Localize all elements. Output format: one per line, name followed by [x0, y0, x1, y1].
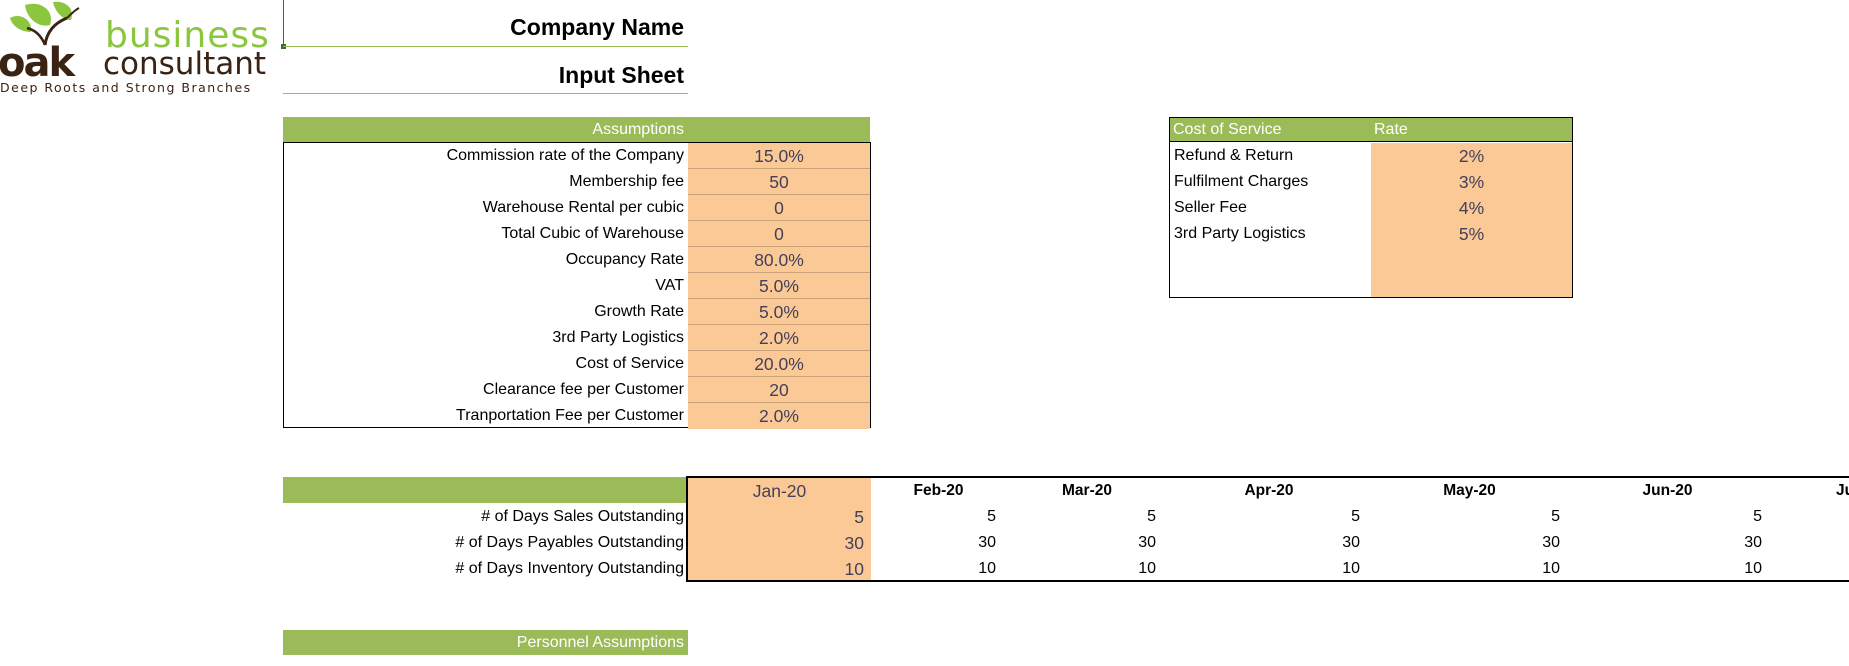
- assumption-value-input[interactable]: 2.0%: [688, 403, 870, 429]
- working-capital-value[interactable]: 10: [1138, 560, 1156, 577]
- company-logo: business oak consultant Deep Roots and S…: [0, 0, 285, 95]
- assumption-value-input[interactable]: 50: [688, 169, 870, 195]
- working-capital-value[interactable]: 5: [1551, 508, 1560, 525]
- company-name[interactable]: Company Name: [510, 14, 684, 40]
- cost-of-service-label[interactable]: 3rd Party Logistics: [1174, 225, 1306, 242]
- assumption-label[interactable]: Cost of Service: [575, 355, 684, 372]
- assumption-label[interactable]: Growth Rate: [594, 303, 684, 320]
- leaf-icon: [10, 1, 80, 46]
- working-capital-value[interactable]: 30: [1138, 534, 1156, 551]
- cost-of-service-label[interactable]: Seller Fee: [1174, 199, 1247, 216]
- assumptions-header-bar: Assumptions: [283, 117, 870, 142]
- cost-of-service-rate-input[interactable]: 3%: [1371, 169, 1572, 195]
- working-capital-header-bar: [283, 477, 688, 503]
- assumption-value-input[interactable]: 0: [688, 195, 870, 221]
- assumption-value-input[interactable]: 20: [688, 377, 870, 403]
- month-header[interactable]: Apr-20: [1244, 482, 1294, 499]
- header-divider: [283, 93, 688, 94]
- assumption-value-input[interactable]: 5.0%: [688, 299, 870, 325]
- working-capital-label[interactable]: # of Days Payables Outstanding: [455, 534, 684, 551]
- assumption-label[interactable]: Clearance fee per Customer: [483, 381, 684, 398]
- cost-of-service-rate-input[interactable]: 2%: [1371, 143, 1572, 169]
- working-capital-value[interactable]: 10: [1342, 560, 1360, 577]
- working-capital-value[interactable]: 10: [1744, 560, 1762, 577]
- working-capital-value[interactable]: 5: [1147, 508, 1156, 525]
- sheet-title[interactable]: Input Sheet: [558, 62, 684, 88]
- logo-word-oak: oak: [0, 40, 75, 86]
- working-capital-value[interactable]: 10: [978, 560, 996, 577]
- working-capital-value[interactable]: 5: [987, 508, 996, 525]
- assumption-label[interactable]: Commission rate of the Company: [446, 147, 684, 164]
- working-capital-value[interactable]: 5: [1351, 508, 1360, 525]
- working-capital-value[interactable]: 30: [1342, 534, 1360, 551]
- assumption-label[interactable]: Total Cubic of Warehouse: [501, 225, 684, 242]
- logo-tagline: Deep Roots and Strong Branches: [0, 80, 252, 95]
- personnel-header-bar: Personnel Assumptions: [283, 630, 688, 655]
- month-header[interactable]: May-20: [1443, 482, 1496, 499]
- logo-word-consultant: consultant: [103, 46, 267, 82]
- cost-of-service-label[interactable]: Refund & Return: [1174, 147, 1294, 164]
- cost-of-service-col-label[interactable]: Cost of Service: [1173, 121, 1282, 138]
- working-capital-input[interactable]: 5: [854, 507, 864, 527]
- assumption-value-input[interactable]: 5.0%: [688, 273, 870, 299]
- assumption-label[interactable]: Occupancy Rate: [565, 251, 684, 268]
- assumption-label[interactable]: VAT: [655, 277, 684, 294]
- cost-of-service-table: Cost of Service Rate Refund & Return 2% Fu…: [1169, 117, 1573, 298]
- assumption-value-input[interactable]: 20.0%: [688, 351, 870, 377]
- working-capital-value[interactable]: 30: [978, 534, 996, 551]
- working-capital-value[interactable]: 5: [1753, 508, 1762, 525]
- assumption-label[interactable]: Tranportation Fee per Customer: [456, 407, 684, 424]
- cost-of-service-rate-input[interactable]: 5%: [1371, 221, 1572, 247]
- header-divider: [283, 46, 688, 47]
- assumption-value-input[interactable]: 15.0%: [688, 143, 870, 169]
- assumption-value-input[interactable]: 2.0%: [688, 325, 870, 351]
- cost-of-service-col-rate[interactable]: Rate: [1374, 121, 1408, 138]
- assumption-value-input[interactable]: 80.0%: [688, 247, 870, 273]
- assumption-value-input[interactable]: 0: [688, 221, 870, 247]
- month-header[interactable]: Ju: [1836, 482, 1849, 499]
- month-header[interactable]: Feb-20: [913, 482, 964, 499]
- cell-border: [283, 0, 284, 48]
- working-capital-input[interactable]: 30: [844, 533, 864, 553]
- working-capital-value[interactable]: 30: [1542, 534, 1560, 551]
- assumption-label[interactable]: Membership fee: [569, 173, 684, 190]
- cost-of-service-rate-input[interactable]: 4%: [1371, 195, 1572, 221]
- working-capital-label[interactable]: # of Days Inventory Outstanding: [455, 560, 684, 577]
- assumption-label[interactable]: Warehouse Rental per cubic: [482, 199, 684, 216]
- month-header[interactable]: Jun-20: [1642, 482, 1693, 499]
- cost-of-service-label[interactable]: Fulfilment Charges: [1174, 173, 1309, 190]
- working-capital-label[interactable]: # of Days Sales Outstanding: [481, 508, 684, 525]
- month-header[interactable]: Jan-20: [752, 481, 807, 501]
- assumptions-table: Commission rate of the Company 15.0% Membe…: [283, 142, 871, 429]
- month-header[interactable]: Mar-20: [1062, 482, 1112, 499]
- working-capital-value[interactable]: 30: [1744, 534, 1762, 551]
- assumption-label[interactable]: 3rd Party Logistics: [552, 329, 684, 346]
- assumptions-title[interactable]: Assumptions: [592, 121, 684, 138]
- cost-of-service-header-bar: Cost of Service Rate: [1170, 118, 1572, 142]
- first-month-input-column: [688, 478, 871, 580]
- working-capital-input[interactable]: 10: [844, 559, 864, 579]
- working-capital-value[interactable]: 10: [1542, 560, 1560, 577]
- working-capital-months-frame: [686, 476, 1849, 582]
- personnel-title[interactable]: Personnel Assumptions: [516, 634, 684, 651]
- logo-word-business: business: [105, 15, 270, 56]
